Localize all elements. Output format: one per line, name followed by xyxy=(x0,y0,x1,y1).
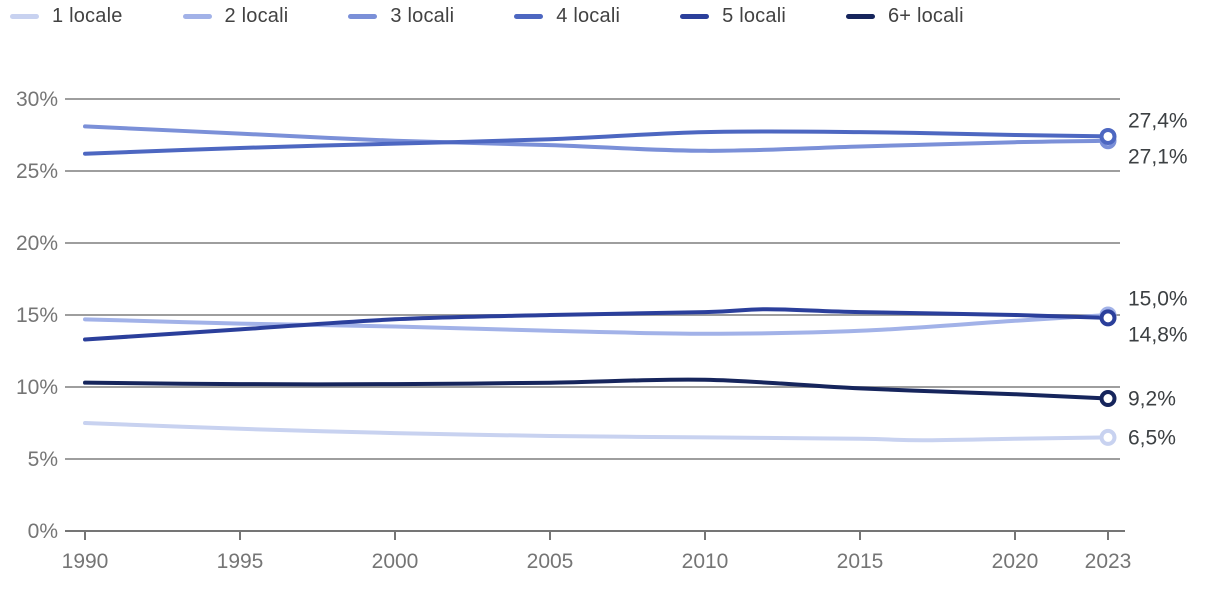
legend-swatch-icon xyxy=(680,14,710,19)
legend-item-1-locale[interactable]: 1 locale xyxy=(10,5,123,28)
series-line-5-locali[interactable] xyxy=(83,307,1110,342)
x-tick-label: 2010 xyxy=(682,550,729,573)
series-line-1-locale[interactable] xyxy=(83,421,1110,443)
legend-label: 6+ locali xyxy=(887,5,964,27)
legend-item-3-locali[interactable]: 3 locali xyxy=(348,5,454,28)
series-end-label: 9,2% xyxy=(1128,388,1176,411)
legend-label: 2 locali xyxy=(224,5,289,27)
legend-item-5-locali[interactable]: 5 locali xyxy=(680,5,786,28)
legend-label: 5 locali xyxy=(722,5,786,27)
series-end-label: 27,4% xyxy=(1128,110,1188,133)
series-end-label: 6,5% xyxy=(1128,426,1176,449)
series-end-label: 15,0% xyxy=(1128,287,1188,310)
x-tick-label: 2023 xyxy=(1085,550,1132,573)
series-end-label: 27,1% xyxy=(1128,146,1188,169)
legend-label: 3 locali xyxy=(390,5,455,27)
y-tick-label: 15% xyxy=(16,304,58,327)
legend-item-2-locali[interactable]: 2 locali xyxy=(182,5,289,28)
chart-legend: 1 locale 2 locali 3 locali 4 locali 5 locali… xyxy=(10,5,964,28)
y-tick-label: 0% xyxy=(28,520,58,543)
series-end-label: 14,8% xyxy=(1128,323,1188,346)
series-end-marker-1-locale[interactable] xyxy=(1099,428,1117,446)
y-tick-label: 20% xyxy=(16,232,58,255)
legend-swatch-icon xyxy=(182,14,212,19)
series-end-marker-6+-locali[interactable] xyxy=(1099,390,1117,408)
y-tick-label: 30% xyxy=(16,88,58,111)
legend-label: 4 locali xyxy=(556,5,621,27)
legend-item-6+-locali[interactable]: 6+ locali xyxy=(845,5,964,28)
series-line-4-locali[interactable] xyxy=(83,129,1110,156)
legend-swatch-icon xyxy=(845,14,875,19)
series-line-3-locali[interactable] xyxy=(83,124,1110,153)
y-tick-label: 25% xyxy=(16,160,58,183)
series-end-marker-4-locali[interactable] xyxy=(1099,127,1117,145)
x-tick-label: 2005 xyxy=(527,550,574,573)
legend-swatch-icon xyxy=(10,14,39,19)
legend-swatch-icon xyxy=(348,14,378,19)
x-tick-label: 2000 xyxy=(372,550,419,573)
series-line-2-locali[interactable] xyxy=(83,313,1110,336)
x-tick-label: 2020 xyxy=(992,550,1039,573)
x-tick-label: 2015 xyxy=(837,550,884,573)
y-tick-label: 5% xyxy=(28,448,58,471)
legend-label: 1 locale xyxy=(52,5,123,27)
legend-item-4-locali[interactable]: 4 locali xyxy=(514,5,620,28)
x-tick-label: 1995 xyxy=(217,550,264,573)
series-line-6+-locali[interactable] xyxy=(83,377,1110,401)
x-tick-label: 1990 xyxy=(62,550,109,573)
series-end-marker-5-locali[interactable] xyxy=(1099,309,1117,327)
legend-swatch-icon xyxy=(514,14,544,19)
y-tick-label: 10% xyxy=(16,376,58,399)
